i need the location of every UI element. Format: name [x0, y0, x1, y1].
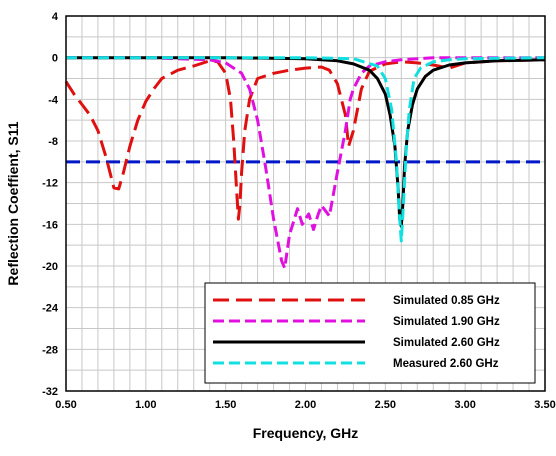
x-tick-label: 3.00 [454, 399, 475, 411]
y-tick-label: 4 [52, 11, 59, 23]
series-line-2 [66, 56, 545, 270]
y-tick-label: -28 [42, 344, 58, 356]
x-tick-label: 2.00 [295, 399, 316, 411]
legend-label-4: Measured 2.60 GHz [393, 358, 499, 370]
legend-label-3: Simulated 2.60 GHz [393, 337, 500, 349]
legend: Simulated 0.85 GHz Simulated 1.90 GHz Simu… [204, 282, 536, 384]
y-tick-label: -4 [48, 94, 59, 106]
x-tick-label: 1.00 [135, 399, 156, 411]
y-tick-label: -12 [42, 178, 58, 190]
y-axis-title: Reflection Coeffient, S11 [5, 121, 21, 285]
plot-frame [65, 15, 546, 392]
y-tick-label: -20 [42, 261, 58, 273]
x-tick-label: 1.50 [215, 399, 236, 411]
legend-label-2: Simulated 1.90 GHz [393, 316, 500, 328]
y-tick-label: -8 [48, 136, 58, 148]
series-line-4 [66, 56, 546, 243]
series-line-1 [64, 58, 546, 221]
x-axis-title: Frequency, GHz [253, 425, 359, 441]
y-tick-label: -32 [42, 386, 58, 398]
y-tick-label: -24 [42, 303, 59, 315]
x-tick-label: 0.50 [55, 399, 76, 411]
x-tick-label: 2.50 [375, 399, 396, 411]
y-tick-label: 0 [52, 53, 58, 65]
tick-labels: 0.50 1.00 1.50 2.00 2.50 3.00 3.50 4 0 -4 -8 -12 -16… [42, 11, 556, 411]
y-tick-label: -16 [42, 219, 58, 231]
legend-label-1: Simulated 0.85 GHz [393, 295, 500, 307]
x-tick-label: 3.50 [534, 399, 555, 411]
series-group [64, 56, 546, 270]
